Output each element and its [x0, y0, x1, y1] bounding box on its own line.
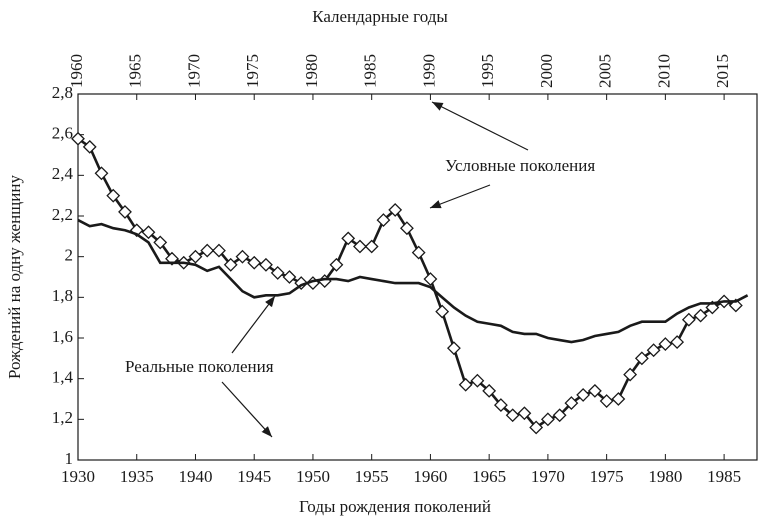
diamond-marker [658, 337, 673, 352]
diamond-marker [259, 257, 273, 272]
diamond-marker [623, 367, 638, 382]
x-tick-label: 1965 [472, 467, 506, 486]
plot-frame [77, 93, 758, 461]
diamond-marker [564, 396, 579, 410]
diamond-marker [153, 235, 168, 250]
diamond-marker [200, 243, 215, 258]
diamond-marker [517, 406, 532, 421]
diamond-marker [212, 243, 226, 258]
diamond-marker [634, 351, 649, 366]
x2-tick-label: 2015 [713, 54, 732, 88]
x-tick-label: 1950 [296, 467, 330, 486]
x2-tick-label: 1975 [243, 54, 262, 88]
diamond-marker [364, 239, 379, 254]
diamond-marker [188, 249, 203, 264]
x2-tick-label: 1970 [184, 54, 203, 88]
y-tick-label: 2,2 [52, 205, 73, 224]
diamond-marker [423, 272, 438, 286]
diamond-marker [599, 394, 614, 408]
annotation: Условные поколения [445, 156, 595, 175]
diamond-marker [82, 139, 97, 154]
x-tick-label: 1935 [120, 467, 154, 486]
diamond-marker [411, 245, 426, 260]
diamond-marker [458, 377, 473, 392]
diamond-marker [611, 392, 626, 406]
series-line [77, 218, 749, 344]
diamond-marker [341, 231, 356, 246]
x2-tick-label: 2005 [596, 54, 615, 88]
diamond-marker [376, 213, 391, 227]
y-tick-label: 1,4 [52, 368, 74, 387]
x-tick-label: 1975 [590, 467, 624, 486]
x2-tick-label: 2000 [537, 54, 556, 88]
x2-tick-label: 1980 [302, 54, 321, 88]
diamond-marker [482, 383, 497, 398]
y-tick-label: 1,6 [52, 327, 73, 346]
diamond-marker [223, 257, 238, 272]
diamond-marker [71, 131, 85, 146]
annotation-arrows [221, 101, 529, 438]
x2-axis-title: Календарные годы [312, 7, 448, 26]
x2-tick-label: 1990 [419, 54, 438, 88]
x2-tick-label: 1965 [126, 54, 145, 88]
diamond-marker [446, 341, 461, 356]
y-tick-label: 1 [65, 449, 74, 468]
y-tick-label: 2,4 [52, 164, 74, 183]
x-tick-label: 1985 [707, 467, 741, 486]
y-tick-label: 2,6 [52, 124, 73, 143]
x-tick-label: 1980 [648, 467, 682, 486]
diamond-marker [693, 308, 708, 323]
diamond-marker [435, 304, 450, 319]
diamond-marker [529, 420, 544, 435]
diamond-marker [235, 249, 250, 264]
diamond-marker [400, 221, 414, 236]
diamond-marker [470, 373, 485, 388]
x2-tick-label: 1960 [67, 54, 86, 88]
diamond-marker [282, 270, 297, 284]
y-tick-label: 1,2 [52, 408, 73, 427]
diamond-marker [329, 257, 344, 272]
x-tick-label: 1945 [237, 467, 271, 486]
annotation: Реальные поколения [125, 357, 274, 376]
diamond-marker [646, 343, 661, 358]
diamond-marker [118, 205, 132, 219]
diamond-marker [681, 312, 696, 327]
diamond-marker [552, 408, 567, 423]
diamond-marker [493, 398, 508, 413]
y-tick-label: 2 [65, 246, 74, 265]
diamond-marker [587, 383, 602, 398]
diamond-marker [141, 225, 156, 240]
x-tick-label: 1930 [61, 467, 95, 486]
x2-tick-label: 1995 [478, 54, 497, 88]
y-tick-label: 1,8 [52, 286, 73, 305]
diamond-marker [270, 266, 285, 280]
x-tick-label: 1955 [355, 467, 389, 486]
diamond-marker [505, 408, 520, 423]
x-tick-label: 1940 [178, 467, 212, 486]
diamond-marker [106, 188, 121, 203]
x2-tick-label: 1985 [361, 54, 380, 88]
diamond-marker [247, 255, 262, 270]
diamond-marker [353, 239, 367, 254]
diamond-marker [670, 335, 685, 349]
diamond-marker [388, 202, 403, 217]
diamond-marker [540, 412, 555, 427]
x-tick-label: 1970 [531, 467, 565, 486]
diamond-marker [94, 166, 109, 181]
diamond-marker [576, 388, 591, 402]
x2-tick-label: 2010 [654, 54, 673, 88]
y-tick-label: 2,8 [52, 83, 73, 102]
x-tick-label: 1960 [413, 467, 447, 486]
x-axis-title: Годы рождения поколений [299, 497, 491, 516]
y-axis-title: Рождений на одну женщину [5, 175, 24, 379]
